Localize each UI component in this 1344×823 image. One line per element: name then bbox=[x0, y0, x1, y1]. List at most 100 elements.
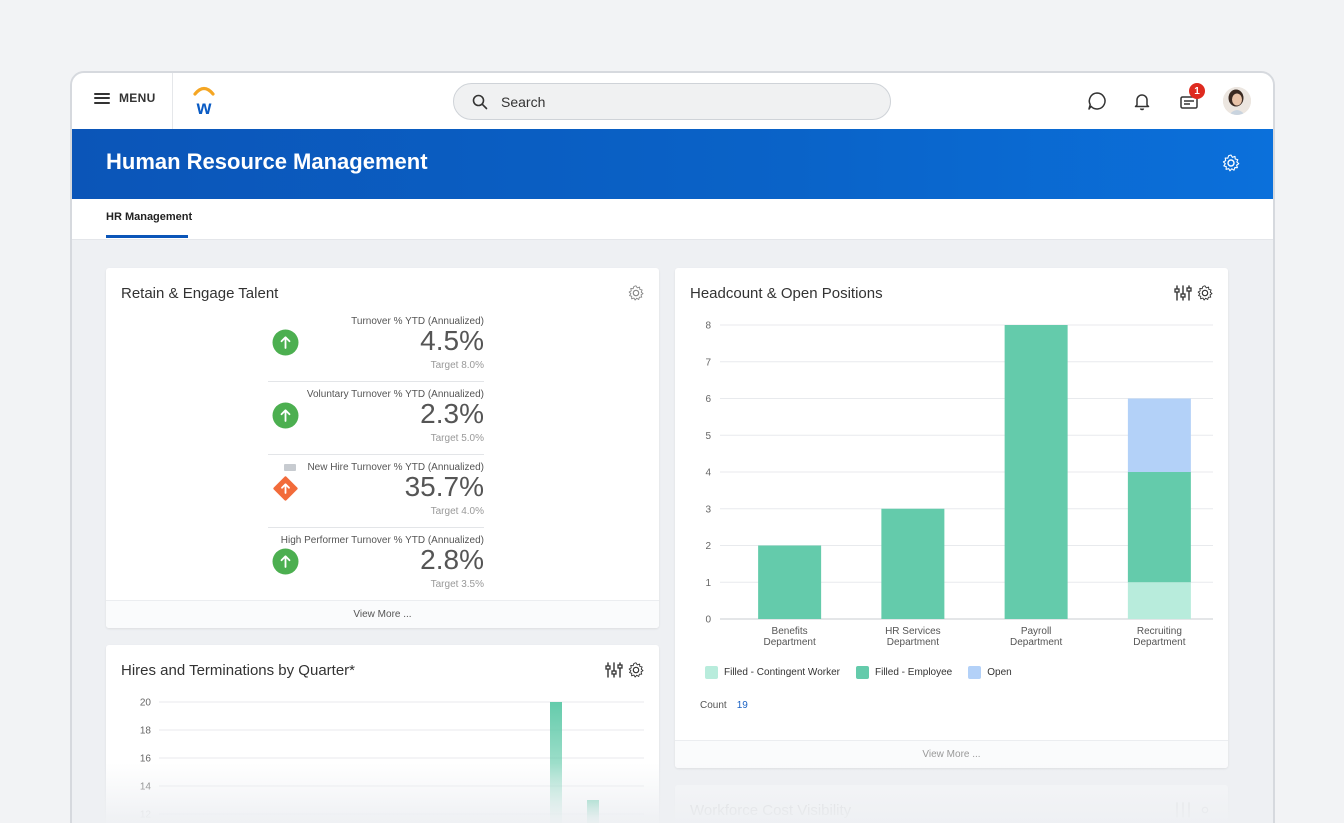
hamburger-icon bbox=[94, 92, 110, 104]
legend-swatch bbox=[968, 666, 982, 679]
metric-turnover[interactable]: Turnover % YTD (Annualized) 4.5% Target … bbox=[268, 309, 484, 382]
notification-badge: 1 bbox=[1189, 83, 1205, 99]
active-tab-indicator bbox=[106, 235, 188, 238]
gear-icon[interactable] bbox=[1196, 284, 1214, 302]
legend-item-employee[interactable]: Filled - Employee bbox=[855, 666, 953, 679]
retain-engage-card: Retain & Engage Talent Turnover % YTD (A… bbox=[106, 268, 659, 628]
x-tick-label: Department bbox=[887, 637, 939, 648]
hires-chart: 20 18 16 14 12 bbox=[140, 698, 644, 823]
card-title: Retain & Engage Talent bbox=[121, 285, 279, 302]
bar-segment[interactable] bbox=[1127, 582, 1191, 619]
y-tick-label: 20 bbox=[140, 698, 152, 709]
count-value[interactable]: 19 bbox=[736, 700, 748, 711]
workday-logo[interactable]: w bbox=[190, 83, 218, 117]
warning-diamond-icon bbox=[273, 476, 298, 501]
workforce-cost-card: Workforce Cost Visibility bbox=[675, 785, 1228, 823]
bar-segment[interactable] bbox=[758, 545, 822, 620]
y-tick-label: 1 bbox=[705, 578, 711, 589]
search-input[interactable]: Search bbox=[501, 93, 546, 110]
x-tick-label: Payroll bbox=[1021, 626, 1052, 637]
app-window: MENU w Search 1 bbox=[70, 71, 1275, 823]
menu-button[interactable]: MENU bbox=[94, 91, 156, 105]
metric-value: 2.8% bbox=[420, 544, 484, 575]
x-tick-label: HR Services bbox=[885, 626, 941, 637]
card-title: Hires and Terminations by Quarter* bbox=[121, 662, 355, 679]
gear-icon[interactable] bbox=[627, 284, 645, 302]
gear-icon[interactable] bbox=[627, 661, 645, 679]
x-tick-label: Recruiting bbox=[1137, 626, 1182, 637]
metric-new-hire-turnover[interactable]: New Hire Turnover % YTD (Annualized) 35.… bbox=[268, 455, 484, 528]
filter-sliders-icon[interactable] bbox=[1174, 284, 1192, 302]
y-tick-label: 3 bbox=[705, 504, 711, 515]
y-tick-label: 5 bbox=[705, 431, 711, 442]
x-tick-label: Benefits bbox=[772, 626, 808, 637]
gear-icon[interactable] bbox=[1196, 801, 1214, 819]
legend-swatch bbox=[705, 666, 718, 679]
legend-item-contingent[interactable]: Filled - Contingent Worker bbox=[705, 666, 840, 679]
chart-legend: Filled - Contingent Worker Filled - Empl… bbox=[705, 666, 1012, 679]
metric-label: New Hire Turnover % YTD (Annualized) bbox=[307, 462, 484, 473]
y-tick-label: 18 bbox=[140, 726, 152, 737]
card-title: Workforce Cost Visibility bbox=[690, 802, 852, 819]
legend-swatch bbox=[855, 666, 869, 679]
metric-value: 2.3% bbox=[420, 398, 484, 429]
metric-target: Target 8.0% bbox=[430, 360, 484, 371]
metric-high-performer-turnover[interactable]: High Performer Turnover % YTD (Annualize… bbox=[268, 528, 484, 601]
filter-sliders-icon[interactable] bbox=[605, 661, 623, 679]
bar-segment[interactable] bbox=[1127, 398, 1191, 473]
metric-label: High Performer Turnover % YTD (Annualize… bbox=[280, 535, 484, 546]
legend-label: Filled - Employee bbox=[874, 667, 953, 678]
bar[interactable] bbox=[550, 702, 562, 823]
metric-value: 35.7% bbox=[404, 471, 484, 502]
legend-item-open[interactable]: Open bbox=[968, 666, 1012, 679]
metric-label: Turnover % YTD (Annualized) bbox=[351, 316, 484, 327]
y-tick-label: 6 bbox=[705, 394, 711, 405]
divider bbox=[172, 73, 173, 129]
page-header: Human Resource Management bbox=[72, 129, 1273, 199]
y-tick-label: 2 bbox=[705, 541, 711, 552]
count-summary: Count 19 bbox=[700, 700, 748, 711]
top-bar: MENU w Search 1 bbox=[72, 73, 1273, 129]
bell-icon[interactable] bbox=[1131, 90, 1153, 112]
x-tick-label: Department bbox=[1010, 637, 1062, 648]
bar[interactable] bbox=[587, 800, 599, 823]
legend-label: Filled - Contingent Worker bbox=[724, 667, 840, 678]
tab-hr-management[interactable]: HR Management bbox=[106, 211, 193, 223]
x-tick-label: Department bbox=[764, 637, 816, 648]
metric-target: Target 4.0% bbox=[430, 506, 484, 517]
search-icon bbox=[472, 94, 488, 109]
search-bar[interactable]: Search bbox=[453, 83, 891, 120]
filter-sliders-icon[interactable] bbox=[1174, 801, 1192, 819]
headcount-card: Headcount & Open Positions 0 1 2 3 4 5 6 7 8 Bene… bbox=[675, 268, 1228, 768]
metric-value: 4.5% bbox=[420, 325, 484, 356]
page-title: Human Resource Management bbox=[106, 149, 428, 174]
y-tick-label: 4 bbox=[705, 468, 711, 479]
bar-segment[interactable] bbox=[1004, 325, 1068, 619]
inbox-icon[interactable] bbox=[1178, 90, 1200, 112]
view-more-link[interactable]: View More ... bbox=[675, 740, 1228, 768]
up-arrow-icon bbox=[272, 402, 299, 429]
chat-icon[interactable] bbox=[1086, 90, 1108, 112]
y-tick-label: 8 bbox=[705, 321, 711, 332]
y-tick-label: 16 bbox=[140, 754, 152, 765]
count-label: Count bbox=[700, 700, 727, 711]
x-tick-label: Department bbox=[1133, 637, 1185, 648]
up-arrow-icon bbox=[272, 329, 299, 356]
bar-segment[interactable] bbox=[1127, 472, 1191, 583]
avatar[interactable] bbox=[1223, 87, 1251, 115]
y-tick-label: 12 bbox=[140, 810, 152, 821]
metric-voluntary-turnover[interactable]: Voluntary Turnover % YTD (Annualized) 2.… bbox=[268, 382, 484, 455]
gear-icon[interactable] bbox=[1221, 153, 1241, 173]
view-more-link[interactable]: View More ... bbox=[106, 600, 659, 628]
y-tick-label: 14 bbox=[140, 782, 152, 793]
metric-target: Target 3.5% bbox=[430, 579, 484, 590]
comment-icon[interactable] bbox=[284, 464, 296, 472]
user-avatar-icon bbox=[1223, 87, 1251, 115]
legend-label: Open bbox=[987, 667, 1012, 678]
svg-text:w: w bbox=[196, 98, 212, 117]
bar-segment[interactable] bbox=[881, 508, 945, 619]
tab-bar: HR Management bbox=[72, 199, 1273, 240]
hires-terminations-card: Hires and Terminations by Quarter* 20 18 1… bbox=[106, 645, 659, 823]
metric-target: Target 5.0% bbox=[430, 433, 484, 444]
